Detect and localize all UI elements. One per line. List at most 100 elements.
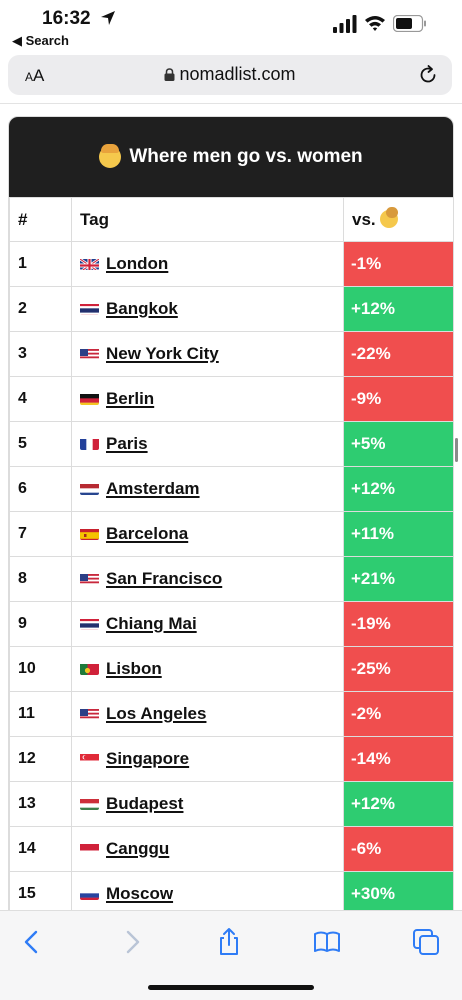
- city-cell: Barcelona: [71, 511, 344, 557]
- city-cell: London: [71, 241, 344, 287]
- table-row[interactable]: 10 Lisbon -25%: [9, 646, 453, 692]
- city-link[interactable]: Barcelona: [106, 524, 189, 543]
- rank-cell: 6: [9, 466, 72, 512]
- city-cell: Singapore: [71, 736, 344, 782]
- table-row[interactable]: 9 Chiang Mai -19%: [9, 601, 453, 647]
- city-cell: Budapest: [71, 781, 344, 827]
- city-link[interactable]: Bangkok: [106, 299, 178, 318]
- negative-value-cell: -14%: [343, 736, 453, 782]
- table-row[interactable]: 3 New York City -22%: [9, 331, 453, 377]
- back-to-search-link[interactable]: ◀ Search: [12, 33, 69, 48]
- man-emoji-icon: [99, 144, 122, 168]
- url-display[interactable]: nomadlist.com: [8, 64, 452, 85]
- city-link[interactable]: San Francisco: [106, 569, 223, 588]
- city-link[interactable]: Chiang Mai: [106, 614, 197, 633]
- table-row[interactable]: 1 London -1%: [9, 241, 453, 287]
- city-link[interactable]: Budapest: [106, 794, 184, 813]
- url-text: nomadlist.com: [179, 64, 296, 84]
- reload-icon[interactable]: [418, 65, 438, 85]
- negative-value-cell: -1%: [343, 241, 453, 287]
- lock-icon: [164, 68, 175, 81]
- comparison-card: Where men go vs. women # Tag vs. 1 Londo…: [8, 116, 454, 916]
- city-link[interactable]: Canggu: [106, 839, 170, 858]
- table-row[interactable]: 5 Paris +5%: [9, 421, 453, 467]
- city-cell: Amsterdam: [71, 466, 344, 512]
- city-cell: Moscow: [71, 871, 344, 915]
- flag-us-icon: [80, 707, 99, 720]
- flag-es-icon: [80, 527, 99, 540]
- tabs-icon[interactable]: [411, 927, 441, 957]
- table-row[interactable]: 4 Berlin -9%: [9, 376, 453, 422]
- card-title: Where men go vs. women: [129, 146, 363, 167]
- city-cell: Bangkok: [71, 286, 344, 332]
- flag-de-icon: [80, 392, 99, 405]
- wifi-icon: [365, 16, 385, 31]
- flag-th-icon: [80, 302, 99, 315]
- table-row[interactable]: 6 Amsterdam +12%: [9, 466, 453, 512]
- status-bar: 16:32 ◀ Search: [0, 0, 462, 50]
- flag-us-icon: [80, 572, 99, 585]
- city-link[interactable]: Paris: [106, 434, 148, 453]
- share-icon[interactable]: [214, 927, 244, 957]
- rankings-table: # Tag vs. 1 London -1% 2 Bangkok +12% 3 …: [9, 197, 453, 915]
- rank-cell: 3: [9, 331, 72, 377]
- negative-value-cell: -22%: [343, 331, 453, 377]
- tag-column-header[interactable]: Tag: [71, 197, 344, 242]
- scroll-indicator[interactable]: [455, 438, 458, 462]
- positive-value-cell: +12%: [343, 286, 453, 332]
- address-bar[interactable]: AAAA nomadlist.com: [8, 55, 452, 95]
- positive-value-cell: +5%: [343, 421, 453, 467]
- negative-value-cell: -2%: [343, 691, 453, 737]
- city-link[interactable]: Berlin: [106, 389, 155, 408]
- city-link[interactable]: Singapore: [106, 749, 190, 768]
- rank-cell: 13: [9, 781, 72, 827]
- table-header-row: # Tag vs.: [9, 197, 453, 242]
- rank-cell: 4: [9, 376, 72, 422]
- city-link[interactable]: Lisbon: [106, 659, 162, 678]
- cellular-signal-icon: [333, 15, 357, 33]
- city-link[interactable]: Amsterdam: [106, 479, 200, 498]
- flag-nl-icon: [80, 482, 99, 495]
- table-row[interactable]: 15 Moscow +30%: [9, 871, 453, 915]
- city-cell: San Francisco: [71, 556, 344, 602]
- positive-value-cell: +11%: [343, 511, 453, 557]
- table-row[interactable]: 7 Barcelona +11%: [9, 511, 453, 557]
- card-header: Where men go vs. women: [9, 117, 453, 197]
- rank-cell: 10: [9, 646, 72, 692]
- divider: [0, 103, 462, 104]
- table-row[interactable]: 2 Bangkok +12%: [9, 286, 453, 332]
- city-cell: Paris: [71, 421, 344, 467]
- flag-hu-icon: [80, 797, 99, 810]
- table-row[interactable]: 11 Los Angeles -2%: [9, 691, 453, 737]
- city-link[interactable]: London: [106, 254, 169, 273]
- table-row[interactable]: 14 Canggu -6%: [9, 826, 453, 872]
- flag-th-icon: [80, 617, 99, 630]
- table-row[interactable]: 8 San Francisco +21%: [9, 556, 453, 602]
- flag-gb-icon: [80, 257, 99, 270]
- status-time: 16:32: [42, 8, 91, 29]
- flag-id-icon: [80, 842, 99, 855]
- table-row[interactable]: 12 Singapore -14%: [9, 736, 453, 782]
- city-link[interactable]: Los Angeles: [106, 704, 207, 723]
- city-link[interactable]: New York City: [106, 344, 219, 363]
- flag-fr-icon: [80, 437, 99, 450]
- home-indicator: [148, 985, 314, 990]
- rank-cell: 9: [9, 601, 72, 647]
- positive-value-cell: +21%: [343, 556, 453, 602]
- forward-arrow-icon[interactable]: [117, 927, 147, 957]
- table-row[interactable]: 13 Budapest +12%: [9, 781, 453, 827]
- flag-pt-icon: [80, 662, 99, 675]
- city-cell: Berlin: [71, 376, 344, 422]
- negative-value-cell: -6%: [343, 826, 453, 872]
- rank-cell: 5: [9, 421, 72, 467]
- back-arrow-icon[interactable]: [17, 927, 47, 957]
- city-link[interactable]: Moscow: [106, 884, 174, 903]
- rank-column-header[interactable]: #: [9, 197, 72, 242]
- text-size-button[interactable]: AAAA: [25, 66, 45, 85]
- city-cell: Chiang Mai: [71, 601, 344, 647]
- rank-cell: 8: [9, 556, 72, 602]
- bookmarks-icon[interactable]: [312, 927, 342, 957]
- rank-cell: 14: [9, 826, 72, 872]
- woman-emoji-icon: [379, 206, 398, 228]
- vs-column-header[interactable]: vs.: [343, 197, 453, 242]
